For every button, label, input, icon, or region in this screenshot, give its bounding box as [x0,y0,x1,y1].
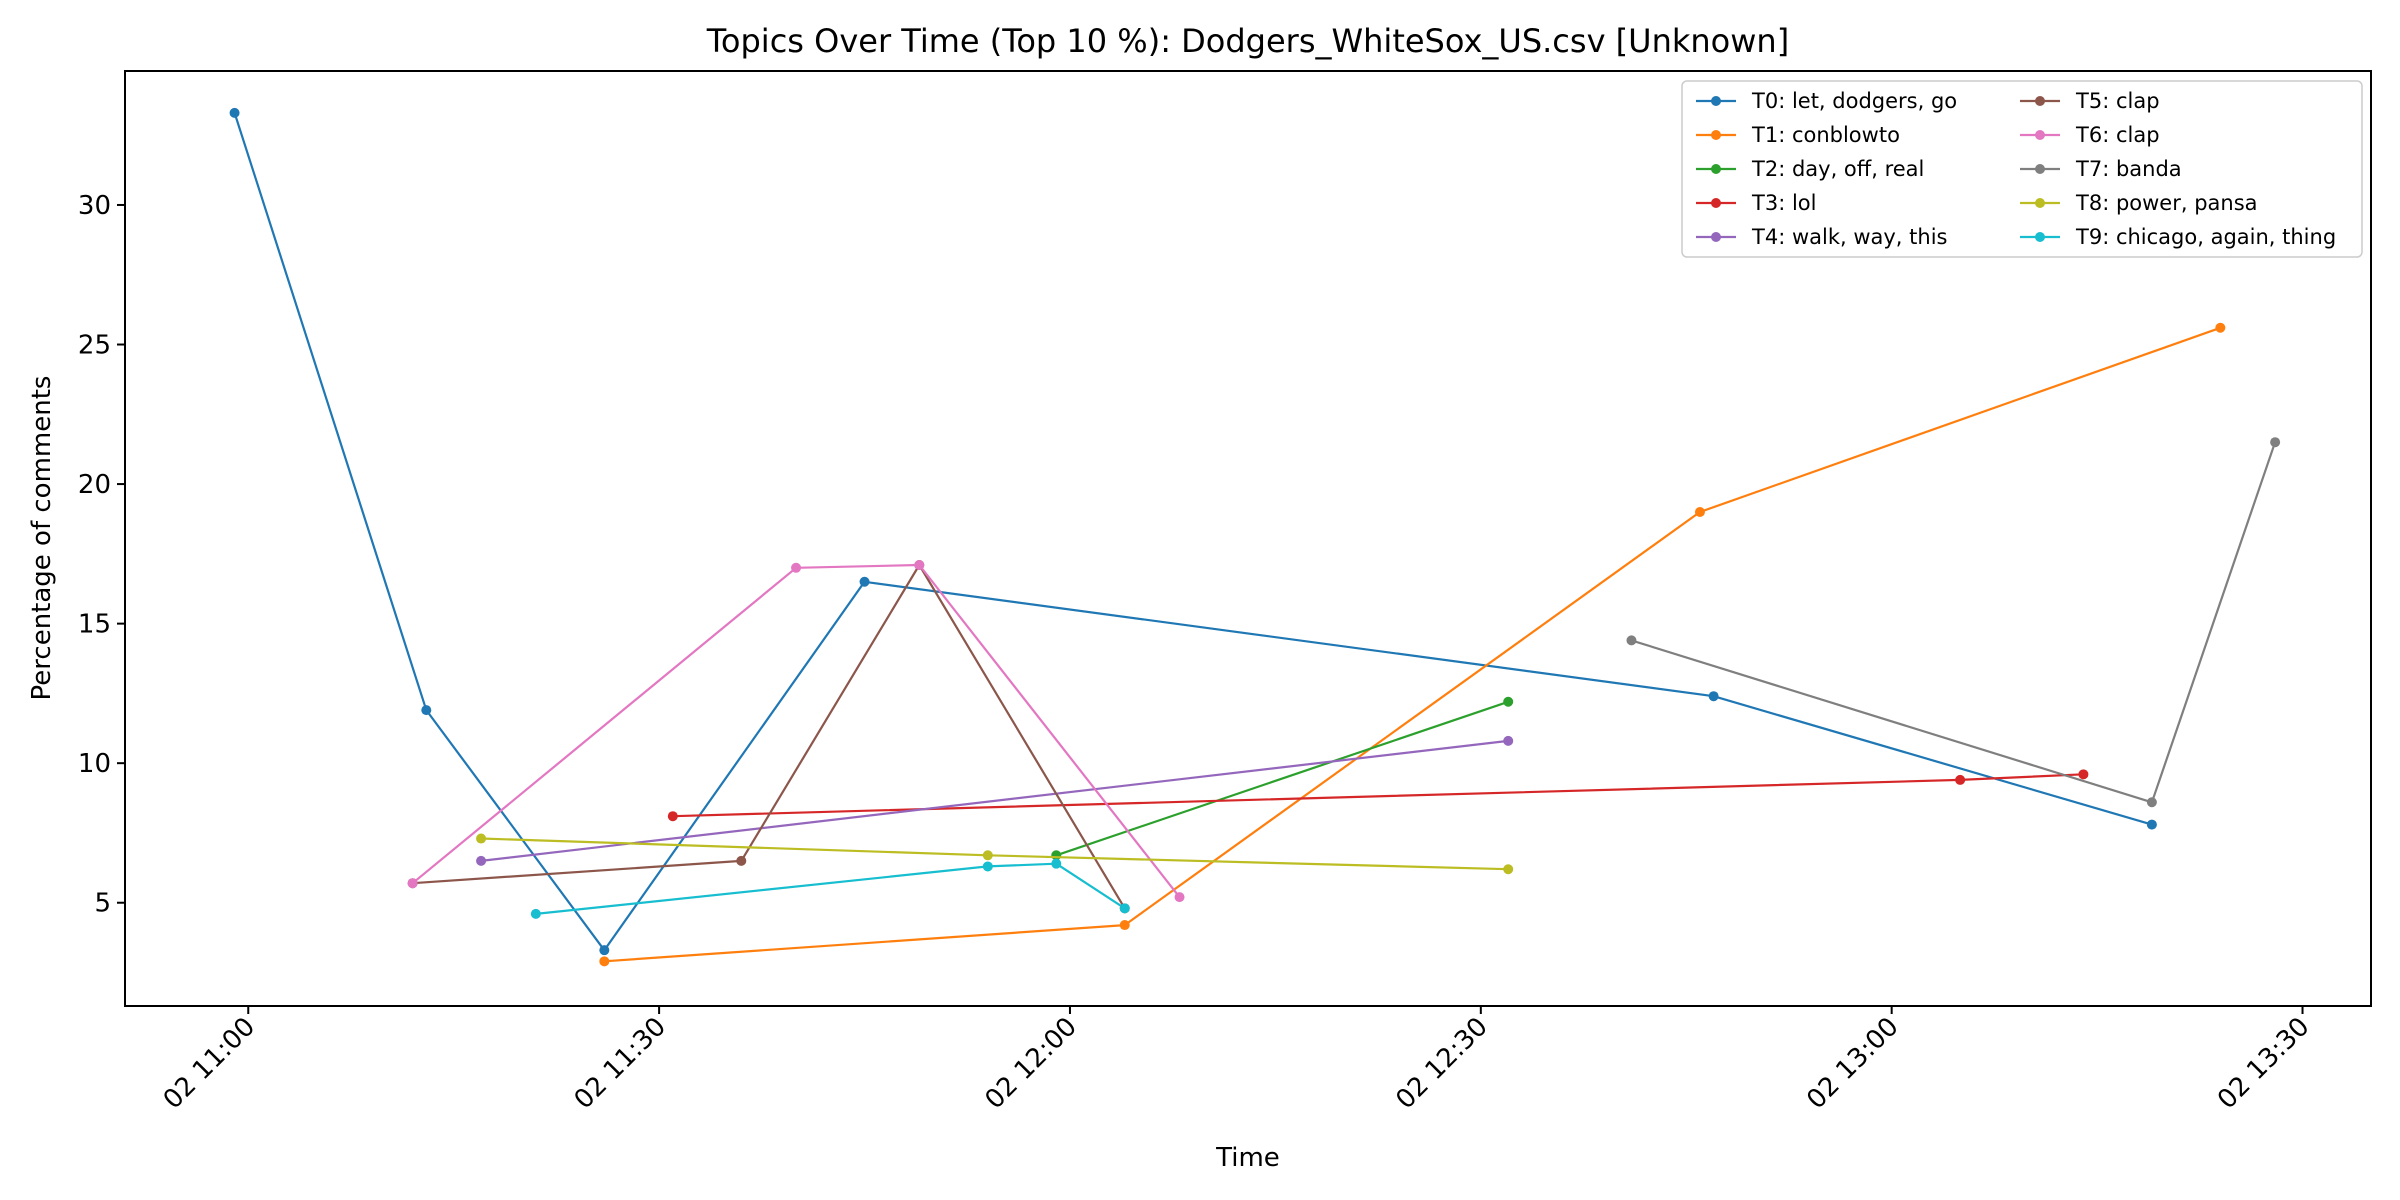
legend-item: T1: conblowto [1696,123,1900,147]
series-t6 [407,560,1185,903]
data-point [476,855,487,866]
y-tick-label: 20 [78,470,111,500]
series-line [411,563,1181,898]
legend: T0: let, dodgers, go T1: conblowto T2: day… [1681,80,2363,258]
data-point [914,560,925,571]
data-point [1955,774,1966,785]
legend-item: T7: banda [2020,157,2182,181]
data-point [1708,691,1719,702]
legend-label: T6: clap [2075,123,2160,147]
data-point [1051,858,1062,869]
legend-label: T2: day, off, real [1751,157,1924,181]
data-point [599,945,610,956]
legend-item: T8: power, pansa [2020,191,2258,215]
series-t0 [229,107,2157,956]
x-tick-label: 02 12:30 [1390,1012,1493,1115]
legend-label: T9: chicago, again, thing [2075,225,2336,249]
x-tick-label: 02 11:30 [569,1012,672,1115]
series-line [535,862,1126,915]
data-point [859,576,870,587]
legend-swatch-marker [2035,164,2045,174]
legend-item: T3: lol [1696,191,1816,215]
x-axis-label: Time [1215,1143,1280,1173]
legend-swatch-marker [1711,198,1721,208]
series-t8 [476,833,1514,875]
legend-label: T1: conblowto [1751,123,1900,147]
legend-label: T3: lol [1751,191,1816,215]
legend-swatch-marker [1711,130,1721,140]
series-t1 [599,322,2226,967]
data-point [2215,322,2226,333]
series-line [233,112,2153,952]
legend-item: T6: clap [2020,123,2160,147]
data-point [2146,819,2157,830]
y-tick-label: 10 [78,749,111,779]
data-point [1626,635,1637,646]
data-point [2078,769,2089,780]
data-point [407,878,418,889]
legend-label: T0: let, dodgers, go [1751,89,1957,113]
y-axis-label: Percentage of comments [27,376,57,701]
data-point [2146,797,2157,808]
data-point [1503,864,1514,875]
legend-item: T9: chicago, again, thing [2020,225,2336,249]
data-point [1503,735,1514,746]
series-t4 [476,735,1514,866]
y-tick-label: 5 [94,889,111,919]
series-line [604,326,2221,963]
legend-swatch-marker [2035,96,2045,106]
series-layer [229,107,2281,967]
legend-label: T4: walk, way, this [1751,225,1947,249]
data-point [1503,696,1514,707]
legend-swatch-marker [2035,232,2045,242]
data-point [1119,920,1130,931]
series-line [480,739,1509,862]
y-tick-label: 15 [78,610,111,640]
data-point [1119,903,1130,914]
y-tick-label: 30 [78,191,111,221]
legend-swatch-marker [1711,232,1721,242]
series-t3 [667,769,2089,822]
data-point [421,705,432,716]
data-point [530,908,541,919]
legend-swatch-marker [1711,96,1721,106]
data-point [982,850,993,861]
y-tick-label: 25 [78,331,111,361]
legend-label: T5: clap [2075,89,2160,113]
data-point [2270,437,2281,448]
data-point [791,562,802,573]
chart-title: Topics Over Time (Top 10 %): Dodgers_Whi… [706,22,1789,60]
plot-frame [124,70,2372,1007]
x-tick-label: 02 13:00 [1801,1012,1904,1115]
x-tick-label: 02 12:00 [979,1012,1082,1115]
series-line [412,563,1126,909]
legend-swatch-marker [2035,130,2045,140]
legend-item: T5: clap [2020,89,2160,113]
legend-label: T8: power, pansa [2075,191,2258,215]
legend-item: T2: day, off, real [1696,157,1924,181]
series-t7 [1626,437,2281,808]
series-line [1055,700,1509,857]
x-tick-label: 02 13:30 [2212,1012,2315,1115]
data-point [736,855,747,866]
data-point [476,833,487,844]
legend-swatch-marker [1711,164,1721,174]
data-point [229,107,240,118]
legend-item: T4: walk, way, this [1696,225,1947,249]
data-point [667,811,678,822]
data-point [982,861,993,872]
x-tick-label: 02 11:00 [158,1012,261,1115]
series-t9 [530,858,1130,919]
data-point [1174,892,1185,903]
legend-label: T7: banda [2075,157,2182,181]
legend-item: T0: let, dodgers, go [1696,89,1957,113]
data-point [599,956,610,967]
data-point [1694,506,1705,517]
legend-swatch-marker [2035,198,2045,208]
